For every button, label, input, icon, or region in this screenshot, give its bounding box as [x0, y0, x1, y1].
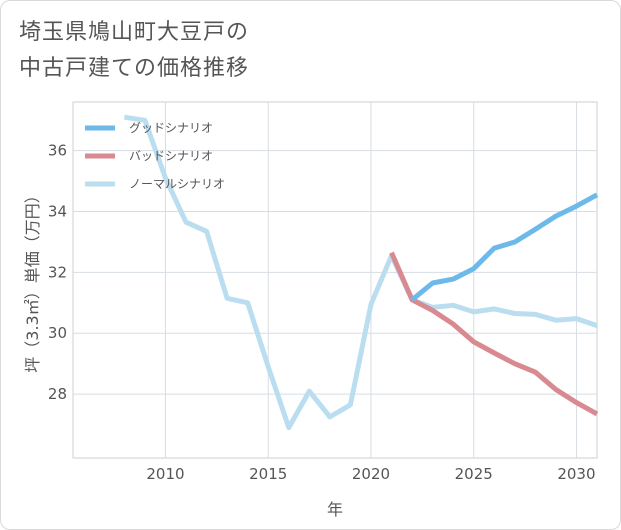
grid-lines [73, 102, 597, 458]
x-tick-label: 2020 [352, 465, 390, 483]
series-line-0 [410, 192, 599, 302]
y-tick-label: 32 [48, 263, 67, 281]
series-line-2 [124, 114, 598, 431]
chart-title-line-2: 中古戸建ての価格推移 [19, 56, 250, 81]
legend-label-1: バッドシナリオ [129, 149, 213, 163]
legend-label-0: グッドシナリオ [129, 121, 213, 135]
legend-label-2: ノーマルシナリオ [129, 177, 225, 191]
x-tick-label: 2030 [557, 465, 595, 483]
x-axis-label: 年 [327, 500, 343, 519]
series-line-1 [389, 251, 599, 417]
x-tick-label: 2015 [249, 465, 287, 483]
chart-title-line-1: 埼玉県鳩山町大豆戸の [19, 20, 250, 45]
y-axis-label: 坪（3.3㎡）単価（万円） [23, 187, 42, 372]
y-tick-labels: 28 30 32 34 36 [48, 142, 67, 403]
series-lines [124, 114, 599, 431]
y-tick-label: 30 [48, 324, 67, 342]
y-tick-label: 28 [48, 385, 67, 403]
x-tick-label: 2025 [455, 465, 493, 483]
x-tick-labels: 2010 2015 2020 2025 2030 [146, 465, 595, 483]
chart-title: 埼玉県鳩山町大豆戸の 中古戸建ての価格推移 [19, 15, 249, 87]
x-tick-label: 2010 [146, 465, 184, 483]
y-tick-label: 34 [48, 203, 67, 221]
y-tick-label: 36 [48, 142, 67, 160]
